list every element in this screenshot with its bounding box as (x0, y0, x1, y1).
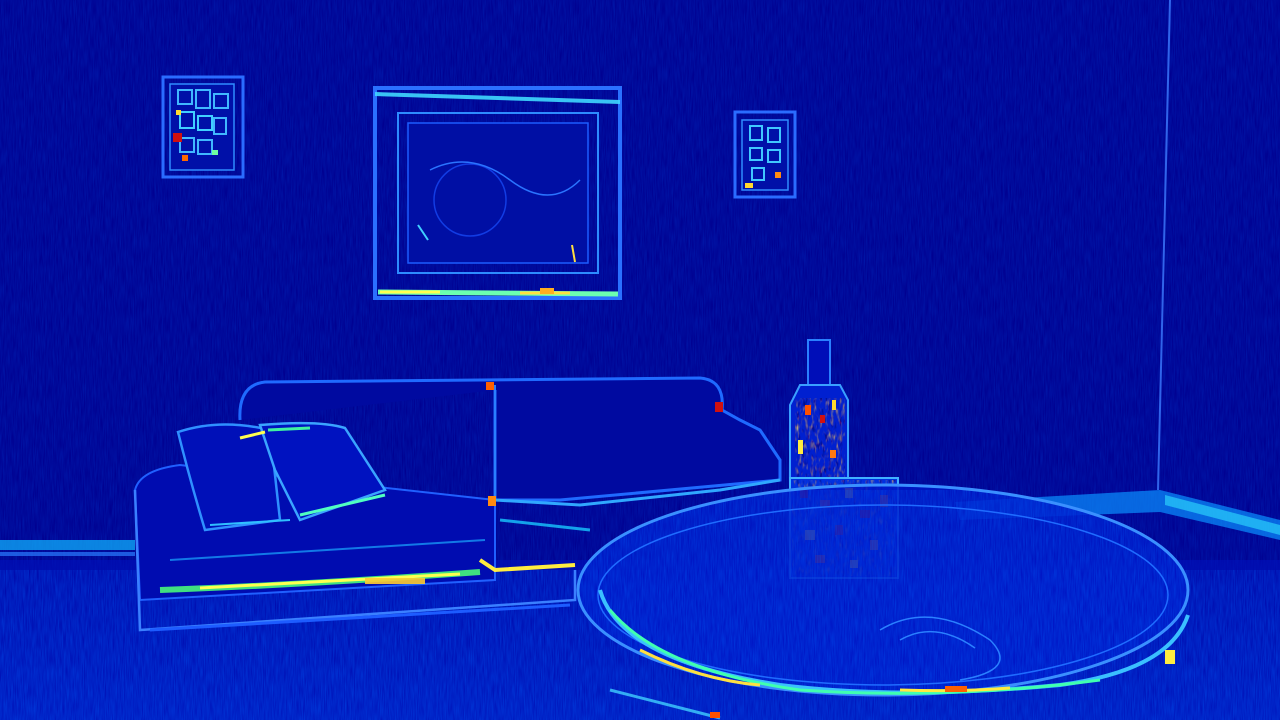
bottle (789, 339, 849, 496)
round-coffee-table (576, 483, 1190, 720)
throw-pillows (176, 421, 387, 532)
wall-frame-large-center (373, 86, 622, 300)
wall-corner-edge (1157, 0, 1171, 491)
wall-frame-small-left (161, 75, 245, 179)
wall-frame-small-right (733, 110, 797, 199)
